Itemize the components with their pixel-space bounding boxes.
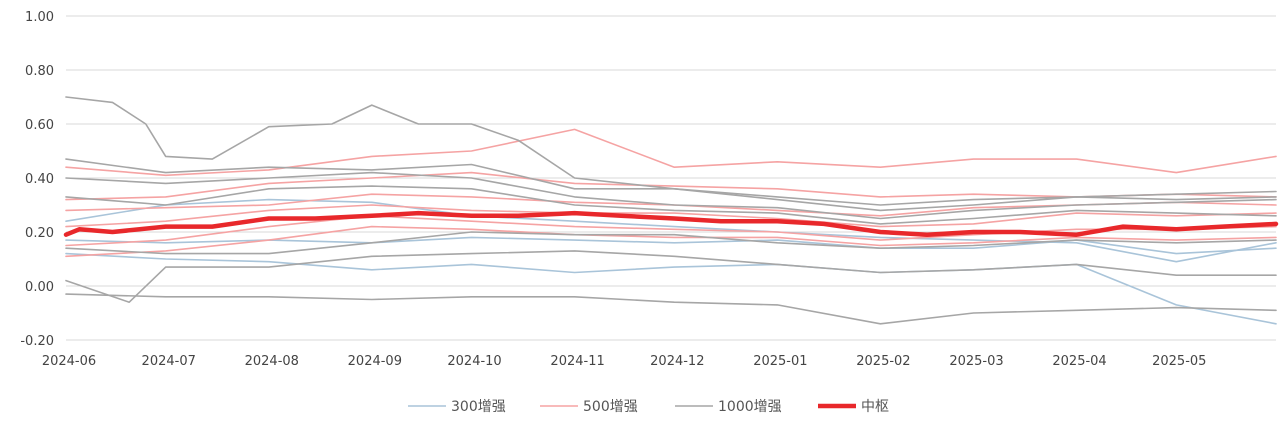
legend-label: 1000增强 — [718, 399, 782, 415]
series-line — [65, 128, 1277, 177]
x-tick-label: 2024-08 — [245, 354, 299, 369]
legend-label: 500增强 — [583, 399, 638, 415]
gridlines — [66, 15, 1276, 341]
series-line — [65, 171, 1277, 201]
y-tick-label: 0.00 — [25, 280, 54, 295]
series-line — [65, 198, 1277, 263]
series-lines — [63, 96, 1279, 325]
x-tick-label: 2024-09 — [348, 354, 402, 369]
x-tick-label: 2024-06 — [42, 354, 96, 369]
series-line — [65, 293, 1277, 325]
x-tick-label: 2025-02 — [856, 354, 910, 369]
x-tick-label: 2025-04 — [1052, 354, 1106, 369]
x-tick-label: 2024-11 — [550, 354, 604, 369]
legend-label: 300增强 — [451, 399, 506, 415]
series-line — [65, 158, 1277, 206]
series-line — [63, 210, 1279, 237]
x-tick-label: 2024-12 — [650, 354, 704, 369]
legend-label: 中枢 — [861, 399, 889, 415]
x-tick-label: 2025-05 — [1152, 354, 1206, 369]
x-tick-label: 2025-01 — [753, 354, 807, 369]
y-tick-label: 1.00 — [25, 10, 54, 25]
x-tick-label: 2025-03 — [949, 354, 1003, 369]
y-tick-label: 0.60 — [25, 118, 54, 133]
y-axis-tick-labels: 1.00 0.80 0.60 0.40 0.20 0.00 -0.20 — [20, 10, 54, 349]
x-axis-tick-labels: 2024-06 2024-07 2024-08 2024-09 2024-10 2024-… — [42, 354, 1207, 369]
series-line — [65, 225, 1277, 258]
y-tick-label: -0.20 — [20, 334, 54, 349]
y-tick-label: 0.80 — [25, 64, 54, 79]
x-tick-label: 2024-10 — [447, 354, 501, 369]
x-tick-label: 2024-07 — [142, 354, 196, 369]
series-line — [65, 185, 1277, 225]
legend: 300增强 500增强 1000增强 中枢 — [408, 399, 889, 415]
series-line — [65, 250, 1277, 304]
series-line — [65, 215, 1277, 247]
series-line — [65, 231, 1277, 255]
y-tick-label: 0.20 — [25, 226, 54, 241]
series-line — [65, 96, 1277, 212]
series-line — [65, 252, 1277, 325]
series-line — [65, 171, 1277, 220]
y-tick-label: 0.40 — [25, 172, 54, 187]
series-line — [65, 204, 1277, 228]
